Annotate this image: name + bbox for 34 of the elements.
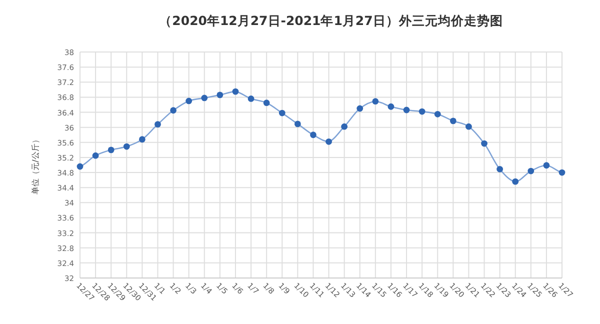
point (201, 94, 208, 102)
point (76, 163, 84, 170)
point (232, 88, 239, 95)
point (294, 120, 301, 128)
point (248, 96, 254, 102)
point (170, 107, 176, 114)
point (154, 121, 161, 128)
point (558, 169, 566, 176)
point (450, 118, 456, 124)
point (108, 146, 114, 154)
point (356, 105, 364, 112)
point (310, 132, 316, 138)
point (186, 98, 192, 104)
point (466, 123, 472, 130)
point (528, 168, 534, 174)
point (434, 110, 441, 118)
point (263, 100, 270, 106)
point (418, 108, 426, 115)
point (278, 110, 286, 116)
point (326, 138, 332, 145)
point (481, 140, 488, 147)
point (216, 92, 224, 98)
point (341, 123, 348, 130)
chart-title: （2020年12月27日-2021年1月27日）外三元均价走势图 (159, 13, 503, 28)
point (496, 166, 504, 172)
y-axis-title: 单位（元/公斤） (31, 136, 40, 194)
point (403, 106, 410, 114)
point (543, 162, 550, 169)
point (512, 178, 519, 185)
point (138, 136, 146, 143)
point (372, 98, 379, 105)
point (388, 103, 394, 110)
point (92, 152, 99, 159)
point (123, 143, 130, 150)
